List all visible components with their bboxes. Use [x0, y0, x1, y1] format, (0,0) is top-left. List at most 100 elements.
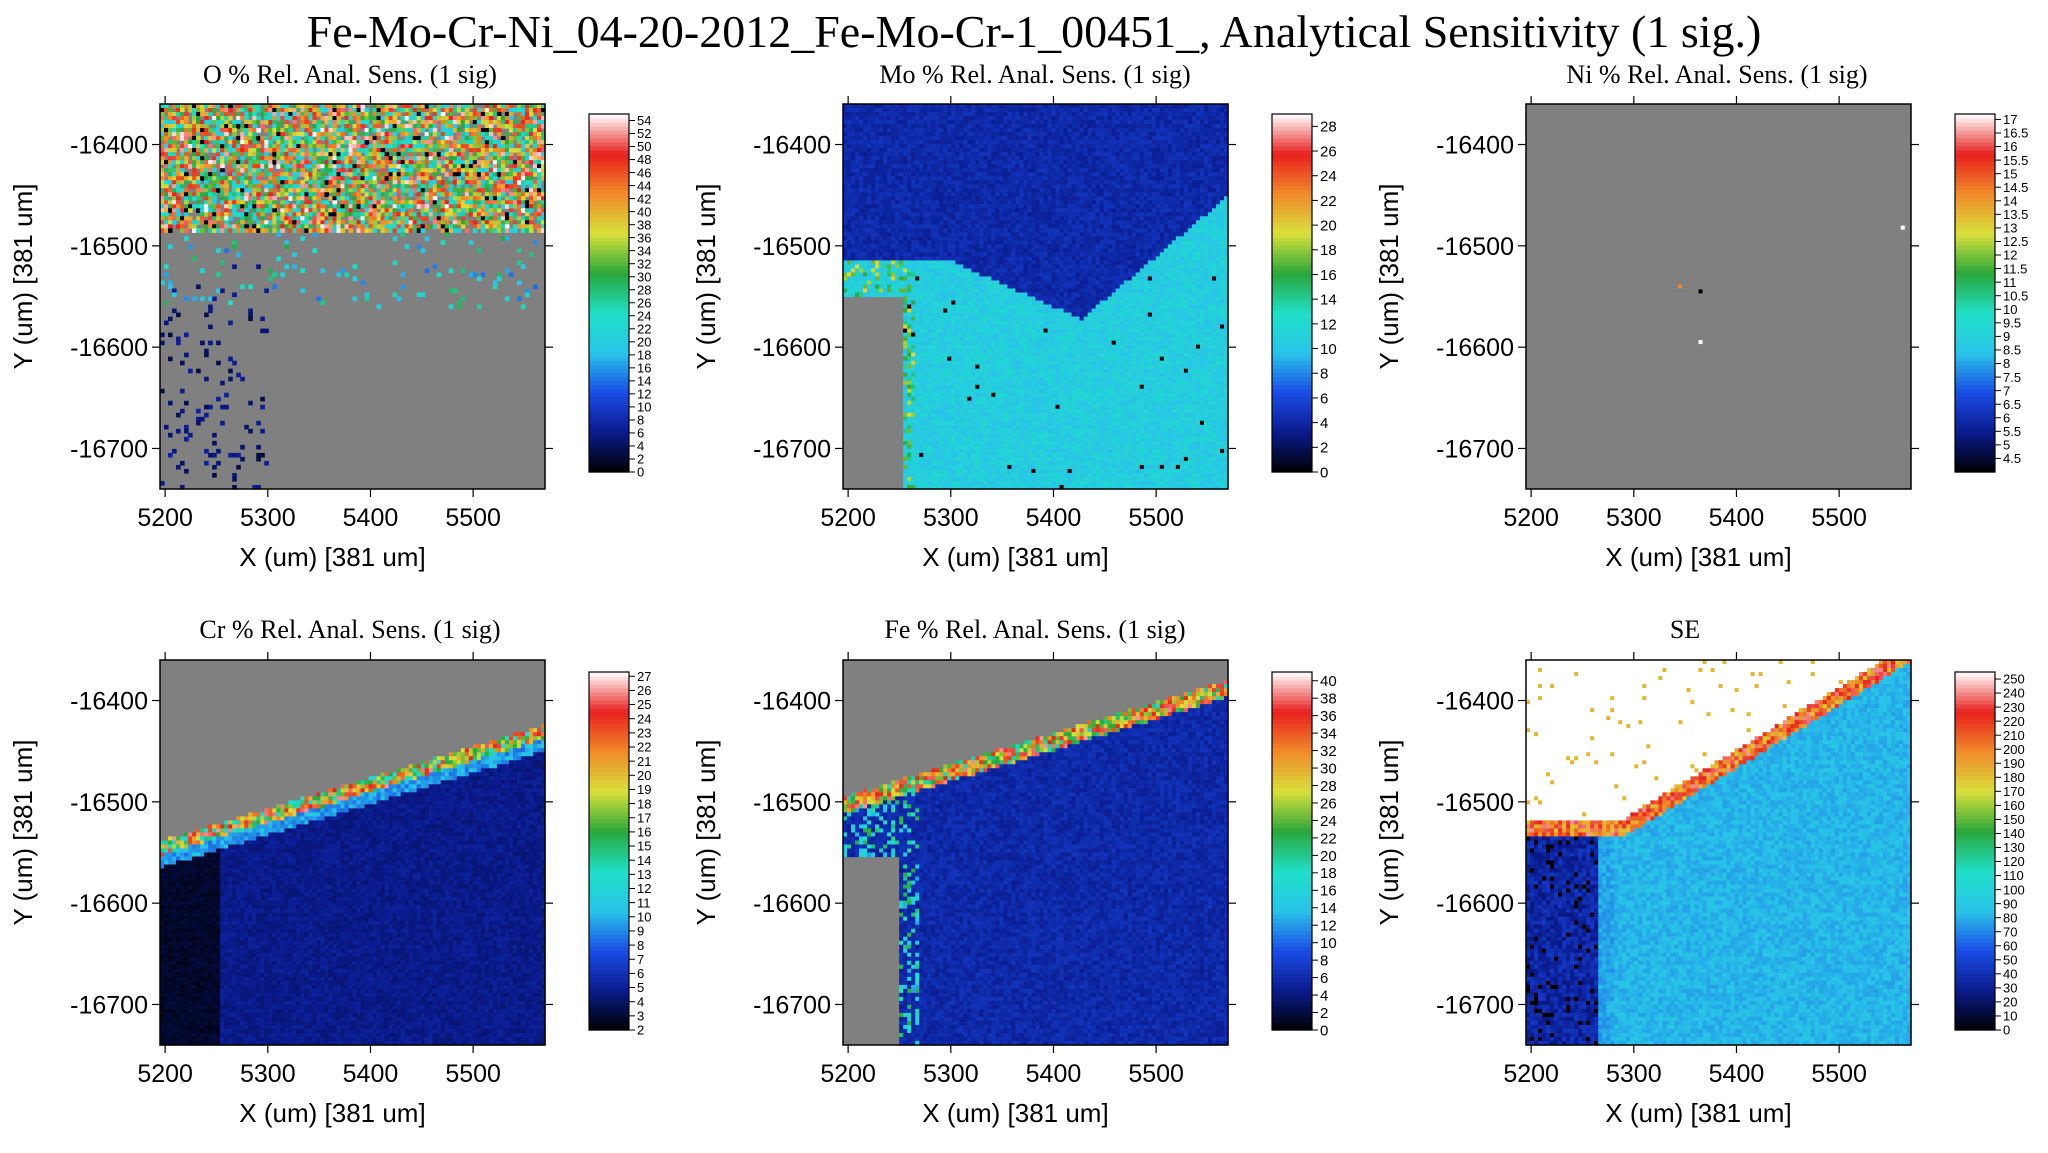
- heatmap-cell: [232, 156, 237, 161]
- heatmap-cell: [240, 112, 245, 117]
- heatmap-cell: [276, 116, 281, 121]
- heatmap-cell: [453, 108, 458, 113]
- heatmap-cell: [208, 160, 213, 165]
- heatmap-cell: [284, 148, 289, 153]
- heatmap-cell: [328, 164, 333, 169]
- heatmap-cell: [469, 144, 474, 149]
- heatmap-cell: [485, 140, 490, 145]
- heatmap-cell: [304, 112, 309, 117]
- heatmap-cell: [509, 112, 514, 117]
- heatmap-cell: [200, 128, 205, 133]
- heatmap-cell: [485, 120, 490, 125]
- heatmap-cell: [517, 128, 522, 133]
- heatmap-cell: [481, 132, 486, 137]
- heatmap-cell: [453, 120, 458, 125]
- heatmap-cell: [288, 112, 293, 117]
- heatmap-cell: [280, 152, 285, 157]
- heatmap-cell: [501, 168, 506, 173]
- heatmap-cell: [477, 136, 482, 141]
- heatmap-cell: [272, 108, 277, 113]
- heatmap-cell: [357, 164, 362, 169]
- heatmap-cell: [421, 164, 426, 169]
- heatmap-cell: [220, 164, 225, 169]
- heatmap-cell: [260, 156, 265, 161]
- heatmap-cell: [268, 136, 273, 141]
- heatmap-cell: [521, 148, 526, 153]
- heatmap-cell: [385, 144, 390, 149]
- heatmap-cell: [296, 160, 301, 165]
- heatmap-cell: [389, 148, 394, 153]
- heatmap-cell: [344, 124, 349, 129]
- heatmap-cell: [240, 132, 245, 137]
- heatmap-cell: [260, 124, 265, 129]
- heatmap-cell: [232, 128, 237, 133]
- heatmap-cell: [236, 136, 241, 141]
- heatmap-cell: [200, 144, 205, 149]
- heatmap-cell: [533, 164, 538, 169]
- heatmap-cell: [521, 168, 526, 173]
- heatmap-cell: [493, 152, 498, 157]
- heatmap-cell: [208, 108, 213, 113]
- heatmap-cell: [288, 156, 293, 161]
- heatmap-cell: [493, 112, 498, 117]
- heatmap-cell: [172, 116, 177, 121]
- heatmap-cell: [344, 136, 349, 141]
- heatmap-cell: [429, 164, 434, 169]
- heatmap-cell: [381, 128, 386, 133]
- heatmap-cell: [393, 140, 398, 145]
- heatmap-cell: [529, 148, 534, 153]
- heatmap-cell: [248, 148, 253, 153]
- heatmap-cell: [300, 140, 305, 145]
- heatmap-cell: [224, 124, 229, 129]
- heatmap-cell: [236, 148, 241, 153]
- heatmap-cell: [433, 156, 438, 161]
- heatmap-cell: [401, 156, 406, 161]
- heatmap-cell: [240, 124, 245, 129]
- heatmap-cell: [461, 120, 466, 125]
- heatmap-cell: [256, 156, 261, 161]
- heatmap-cell: [473, 140, 478, 145]
- heatmap-cell: [200, 168, 205, 173]
- heatmap-cell: [180, 116, 185, 121]
- heatmap-cell: [252, 144, 257, 149]
- heatmap-cell: [316, 108, 321, 113]
- heatmap-cell: [196, 132, 201, 137]
- heatmap-cell: [465, 144, 470, 149]
- heatmap-cell: [533, 124, 538, 129]
- heatmap-cell: [353, 112, 358, 117]
- heatmap-cell: [168, 164, 173, 169]
- heatmap-cell: [300, 112, 305, 117]
- heatmap-cell: [192, 124, 197, 129]
- heatmap-cell: [264, 112, 269, 117]
- heatmap-cell: [497, 116, 502, 121]
- heatmap-cell: [353, 128, 358, 133]
- heatmap-cell: [324, 148, 329, 153]
- heatmap-cell: [377, 116, 382, 121]
- heatmap-cell: [208, 168, 213, 173]
- heatmap-cell: [228, 124, 233, 129]
- heatmap-cell: [461, 108, 466, 113]
- heatmap-cell: [180, 108, 185, 113]
- heatmap-cell: [353, 168, 358, 173]
- heatmap-cell: [377, 112, 382, 117]
- heatmap-cell: [216, 152, 221, 157]
- heatmap-cell: [473, 124, 478, 129]
- heatmap-cell: [172, 140, 177, 145]
- heatmap-cell: [284, 156, 289, 161]
- heatmap-cell: [481, 160, 486, 165]
- heatmap-cell: [429, 168, 434, 173]
- heatmap-cell: [481, 116, 486, 121]
- heatmap-cell: [457, 168, 462, 173]
- heatmap-cell: [469, 168, 474, 173]
- heatmap-cell: [441, 128, 446, 133]
- heatmap-cell: [457, 136, 462, 141]
- heatmap-cell: [268, 132, 273, 137]
- heatmap-cell: [393, 112, 398, 117]
- heatmap-cell: [441, 120, 446, 125]
- heatmap-cell: [292, 160, 297, 165]
- heatmap-cell: [377, 156, 382, 161]
- heatmap-cell: [340, 148, 345, 153]
- heatmap-cell: [180, 128, 185, 133]
- heatmap-cell: [477, 168, 482, 173]
- heatmap-cell: [184, 160, 189, 165]
